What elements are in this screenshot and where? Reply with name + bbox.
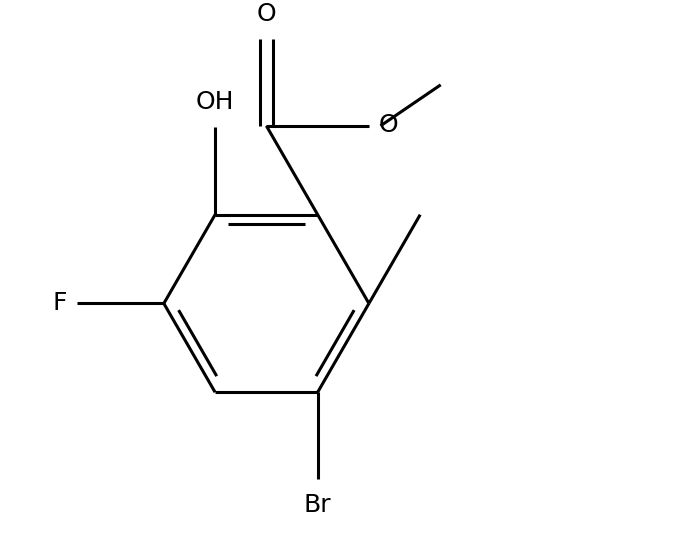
Text: OH: OH (196, 91, 235, 114)
Text: F: F (53, 291, 67, 315)
Text: O: O (256, 2, 276, 25)
Text: Br: Br (304, 492, 331, 517)
Text: O: O (378, 113, 398, 137)
